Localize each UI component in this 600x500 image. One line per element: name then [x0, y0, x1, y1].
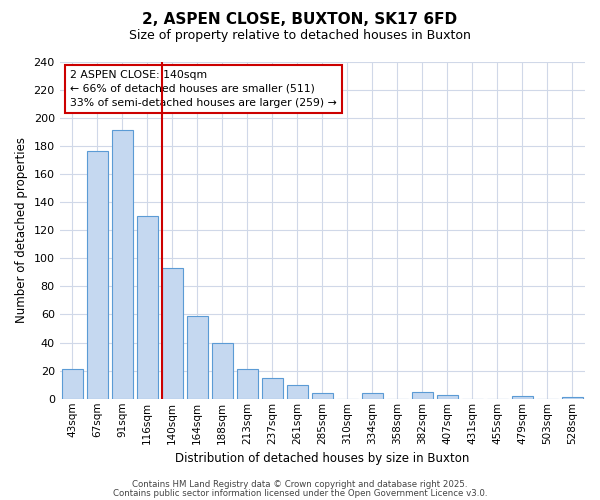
Bar: [312, 393, 333, 399]
Bar: [112, 130, 133, 399]
X-axis label: Distribution of detached houses by size in Buxton: Distribution of detached houses by size …: [175, 452, 470, 465]
Bar: [86, 152, 108, 399]
Text: 2, ASPEN CLOSE, BUXTON, SK17 6FD: 2, ASPEN CLOSE, BUXTON, SK17 6FD: [142, 12, 458, 28]
Bar: [512, 396, 533, 399]
Bar: [262, 378, 283, 399]
Bar: [161, 268, 183, 399]
Bar: [212, 342, 233, 399]
Bar: [236, 370, 258, 399]
Bar: [187, 316, 208, 399]
Bar: [362, 393, 383, 399]
Text: Contains public sector information licensed under the Open Government Licence v3: Contains public sector information licen…: [113, 488, 487, 498]
Bar: [62, 370, 83, 399]
Text: Size of property relative to detached houses in Buxton: Size of property relative to detached ho…: [129, 29, 471, 42]
Bar: [412, 392, 433, 399]
Text: Contains HM Land Registry data © Crown copyright and database right 2025.: Contains HM Land Registry data © Crown c…: [132, 480, 468, 489]
Bar: [287, 384, 308, 399]
Bar: [562, 398, 583, 399]
Bar: [137, 216, 158, 399]
Y-axis label: Number of detached properties: Number of detached properties: [15, 137, 28, 323]
Bar: [437, 394, 458, 399]
Text: 2 ASPEN CLOSE: 140sqm
← 66% of detached houses are smaller (511)
33% of semi-det: 2 ASPEN CLOSE: 140sqm ← 66% of detached …: [70, 70, 337, 108]
